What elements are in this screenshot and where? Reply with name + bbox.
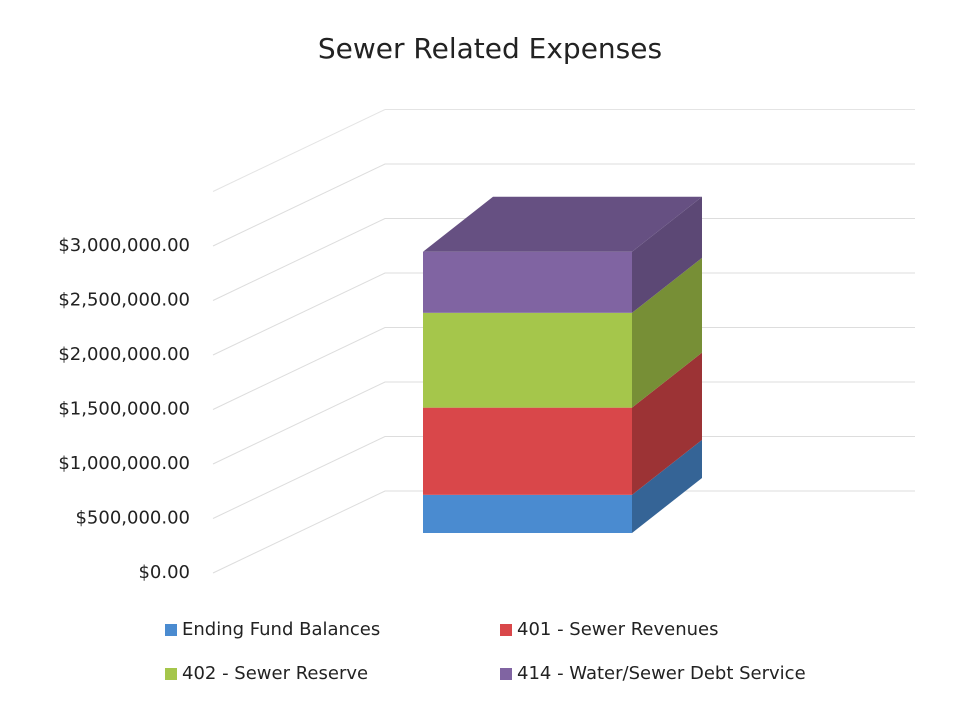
legend-label: 402 - Sewer Reserve xyxy=(182,663,368,684)
legend-swatch xyxy=(500,668,512,680)
y-tick-label: $2,500,000.00 xyxy=(58,290,190,311)
bar-segment xyxy=(423,312,632,408)
legend-label: Ending Fund Balances xyxy=(182,619,380,640)
bar-segment-side xyxy=(632,352,702,495)
y-tick-label: $0.00 xyxy=(138,562,190,583)
grid-line xyxy=(212,163,915,247)
bar-top xyxy=(423,196,702,252)
legend-swatch xyxy=(500,624,512,636)
y-tick-label: $2,000,000.00 xyxy=(58,344,190,365)
bar-segment-side xyxy=(632,257,702,408)
bar-segment-side xyxy=(632,196,702,313)
grid-line xyxy=(212,272,915,356)
chart-title: Sewer Related Expenses xyxy=(318,32,662,65)
grid-line xyxy=(212,218,915,301)
grid-line xyxy=(212,327,915,410)
y-tick-label: $1,500,000.00 xyxy=(58,399,190,420)
bar-segment-side xyxy=(632,439,702,533)
y-tick-label: $500,000.00 xyxy=(75,508,190,529)
legend-label: 414 - Water/Sewer Debt Service xyxy=(517,663,806,684)
y-tick-label: $3,000,000.00 xyxy=(58,235,190,256)
bar-segment xyxy=(423,407,632,495)
legend-label: 401 - Sewer Revenues xyxy=(517,619,718,640)
bar-segment xyxy=(423,494,632,533)
bar-segment xyxy=(423,251,632,313)
grid-line xyxy=(212,436,915,519)
side-wall-top xyxy=(212,109,386,192)
legend-swatch xyxy=(165,668,177,680)
legend-swatch xyxy=(165,624,177,636)
grid-line xyxy=(212,490,915,574)
y-tick-label: $1,000,000.00 xyxy=(58,453,190,474)
grid-line xyxy=(212,381,915,465)
